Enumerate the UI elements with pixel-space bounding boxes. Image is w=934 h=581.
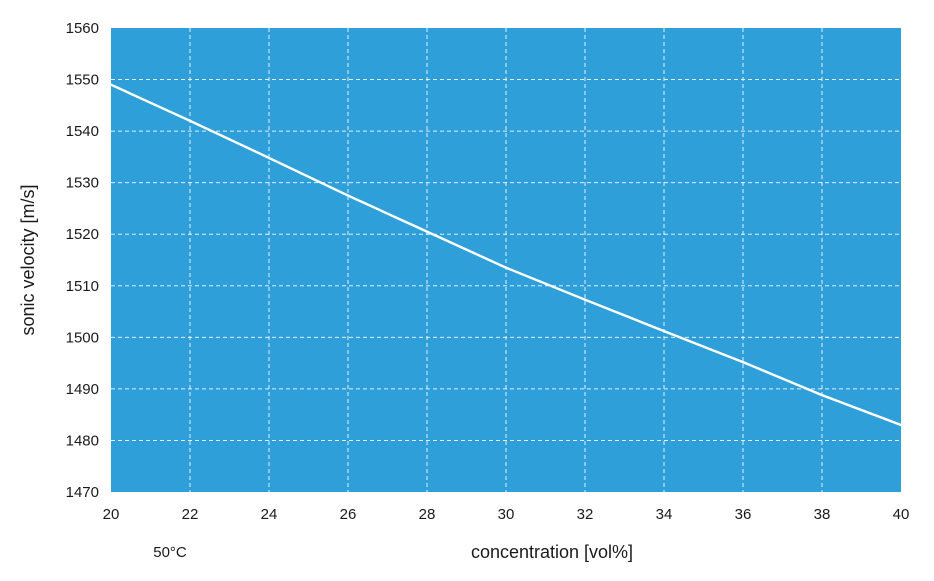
- y-tick-label: 1550: [66, 72, 99, 89]
- y-tick-label: 1530: [66, 175, 99, 192]
- data-points: [109, 83, 903, 427]
- x-tick-label: 30: [498, 506, 515, 523]
- y-tick-label: 1490: [66, 381, 99, 398]
- data-point: [899, 423, 903, 427]
- data-point: [188, 119, 192, 123]
- x-tick-label: 32: [577, 506, 594, 523]
- data-point: [109, 83, 113, 86]
- y-tick-labels: 1470 1480 1490 1500 1510 1520 1530 1540 1550 1560: [66, 20, 99, 501]
- data-point: [504, 266, 508, 269]
- grid-lines: [111, 28, 901, 492]
- y-tick-label: 1480: [66, 432, 99, 449]
- y-tick-label: 1560: [66, 20, 99, 37]
- x-tick-label: 24: [261, 506, 278, 523]
- y-tick-label: 1540: [66, 123, 99, 140]
- data-point: [662, 329, 666, 333]
- y-tick-label: 1520: [66, 226, 99, 243]
- y-tick-label: 1510: [66, 278, 99, 295]
- data-point: [583, 298, 587, 301]
- x-tick-label: 40: [893, 506, 910, 523]
- temperature-annotation: 50°C: [153, 544, 187, 561]
- data-point: [267, 156, 271, 160]
- x-tick-label: 28: [419, 506, 436, 523]
- y-tick-label: 1470: [66, 484, 99, 501]
- x-axis-title: concentration [vol%]: [471, 542, 633, 562]
- x-tick-label: 26: [340, 506, 357, 523]
- y-tick-label: 1500: [66, 329, 99, 346]
- data-point: [425, 230, 429, 233]
- x-tick-labels: 20 22 24 26 28 30 32 34 36 38 40: [103, 506, 910, 523]
- x-tick-label: 20: [103, 506, 120, 523]
- x-tick-label: 38: [814, 506, 831, 523]
- x-tick-label: 36: [735, 506, 752, 523]
- x-tick-label: 22: [182, 506, 199, 523]
- data-point: [346, 194, 350, 197]
- x-tick-label: 34: [656, 506, 673, 523]
- y-axis-title: sonic velocity [m/s]: [18, 184, 38, 335]
- data-point: [741, 360, 745, 364]
- data-point: [820, 393, 824, 397]
